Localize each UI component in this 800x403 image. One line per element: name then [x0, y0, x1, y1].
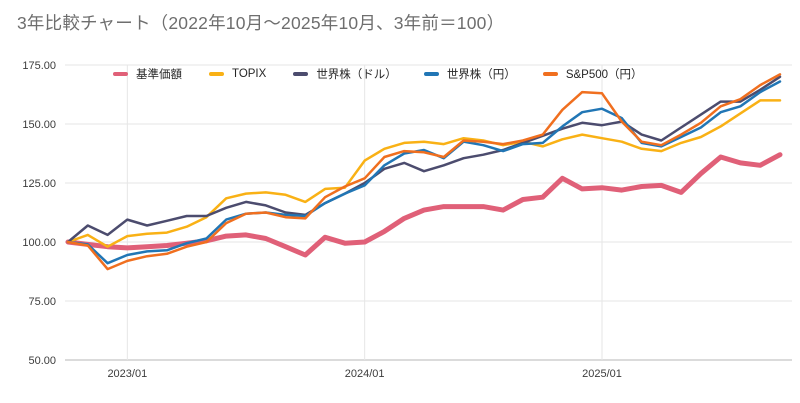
- y-tick-label: 150.00: [22, 119, 56, 131]
- legend-item: 世界株（円）: [423, 66, 516, 82]
- y-tick-label: 50.00: [28, 355, 56, 367]
- legend-swatch-icon: [542, 72, 558, 76]
- y-tick-label: 125.00: [22, 178, 56, 190]
- y-tick-label: 100.00: [22, 237, 56, 249]
- chart-legend: 基準価額 TOPIX 世界株（ドル） 世界株（円） S&P500（円）: [113, 65, 643, 83]
- series-lines: [65, 73, 783, 271]
- legend-item: TOPIX: [209, 68, 266, 80]
- series-line: [65, 152, 783, 258]
- chart-title: 3年比較チャート（2022年10月～2025年10月、3年前＝100）: [17, 13, 505, 33]
- series-line: [66, 75, 782, 244]
- y-tick-label: 175.00: [22, 60, 56, 72]
- legend-swatch-icon: [113, 72, 128, 76]
- legend-swatch-icon: [293, 72, 309, 76]
- x-tick-label: 2025/01: [582, 368, 622, 380]
- series-line: [66, 73, 782, 271]
- legend-label: S&P500（円）: [565, 69, 643, 81]
- legend-swatch-icon: [209, 72, 224, 76]
- legend-label: 基準価額: [136, 69, 182, 81]
- y-tick-label: 75.00: [28, 296, 56, 308]
- legend-item: 世界株（ドル）: [293, 66, 397, 82]
- gridlines: [65, 64, 792, 361]
- legend-item: 基準価額: [113, 66, 182, 82]
- y-axis-labels: 50.00 75.00 100.00 125.00 150.00 175.00: [22, 60, 56, 367]
- x-tick-label: 2024/01: [345, 368, 385, 380]
- legend-item: S&P500（円）: [542, 66, 643, 82]
- x-tick-label: 2023/01: [107, 368, 147, 380]
- legend-swatch-icon: [423, 72, 439, 76]
- series-line: [66, 99, 782, 248]
- x-axis-labels: 2023/01 2024/01 2025/01: [107, 368, 621, 380]
- legend-label: 世界株（ドル）: [316, 69, 397, 81]
- legend-label: 世界株（円）: [446, 69, 516, 81]
- legend-label: TOPIX: [232, 68, 267, 80]
